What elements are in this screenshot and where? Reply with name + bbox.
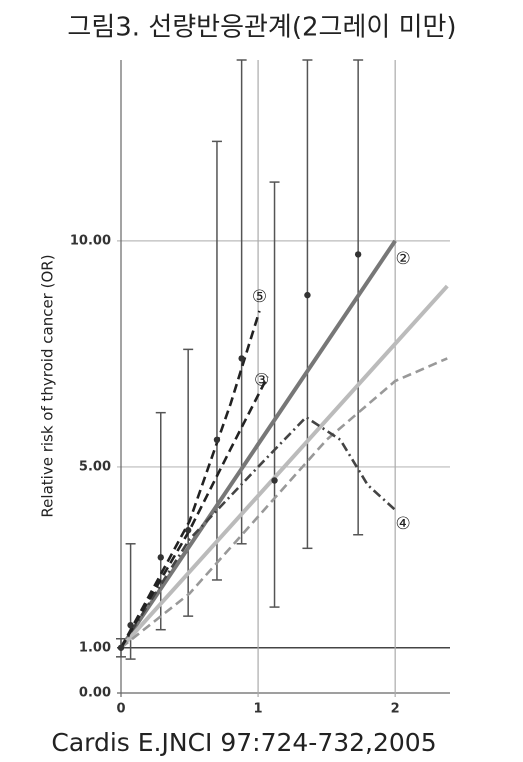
chart-title: 그림3. 선량반응관계(2그레이 미만) <box>67 13 456 43</box>
series-line <box>119 310 261 649</box>
series-label: ② <box>396 249 411 269</box>
series-label: ③ <box>254 371 269 391</box>
y-tick-label: 10.00 <box>70 233 111 248</box>
series-line <box>119 284 449 650</box>
x-tick-label: 0 <box>116 702 125 717</box>
series-line <box>119 375 269 649</box>
x-tick-label: 1 <box>254 702 263 717</box>
series-label: ④ <box>396 514 411 534</box>
data-point <box>157 554 164 561</box>
y-tick-label: 1.00 <box>79 640 111 655</box>
data-point <box>304 291 311 299</box>
y-axis-label: Relative risk of thyroid cancer (OR) <box>39 254 57 517</box>
series-line <box>119 415 397 649</box>
data-point <box>213 436 221 443</box>
source: Cardis E.JNCI 97:724-732,2005 <box>51 728 436 757</box>
data-point <box>184 527 192 534</box>
x-tick-label: 2 <box>391 702 400 717</box>
data-point <box>354 251 362 258</box>
series-label: ⑤ <box>252 287 267 307</box>
series-line <box>120 357 448 649</box>
y-tick-label: 5.00 <box>79 459 111 474</box>
series-line <box>119 239 397 649</box>
data-point <box>271 477 278 484</box>
data-point <box>127 621 134 629</box>
data-point <box>238 355 245 362</box>
data-point <box>117 644 125 651</box>
y-tick-label: 0.00 <box>79 686 111 701</box>
